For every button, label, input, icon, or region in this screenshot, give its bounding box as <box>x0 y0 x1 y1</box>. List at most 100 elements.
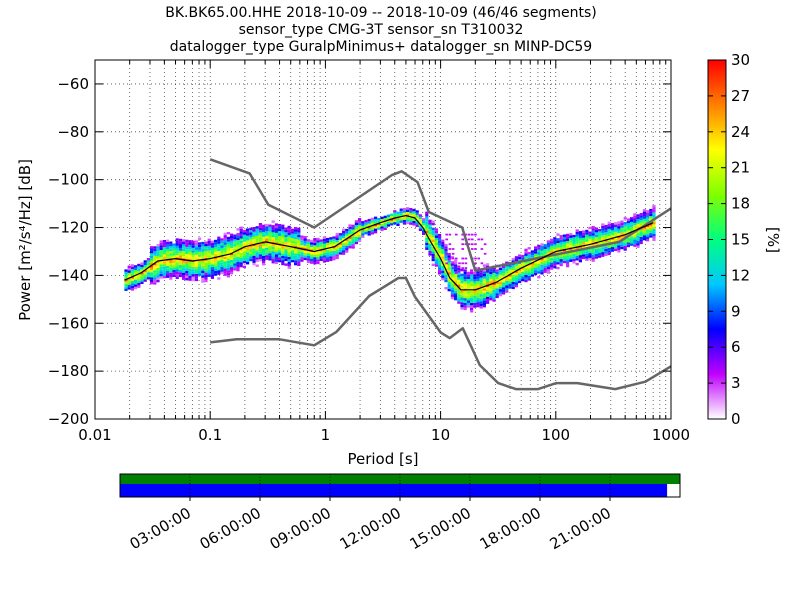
heatmap-cell <box>143 272 147 275</box>
heatmap-cell <box>521 276 525 279</box>
heatmap-cell <box>569 257 573 260</box>
heatmap-cell <box>511 279 515 282</box>
heatmap-cell <box>210 242 214 246</box>
heatmap-cell <box>290 235 294 239</box>
y-tick-label: −80 <box>57 123 89 141</box>
heatmap-cell <box>294 260 298 263</box>
heatmap-cell <box>140 279 144 282</box>
heatmap-cell <box>249 251 253 254</box>
heatmap-cell <box>338 235 342 238</box>
heatmap-cell <box>466 283 470 287</box>
heatmap-cell <box>588 238 592 242</box>
heatmap-cell <box>239 233 243 237</box>
heatmap-cell <box>383 215 387 219</box>
heatmap-cell <box>455 257 458 260</box>
heatmap-cell <box>483 243 487 246</box>
heatmap-cell <box>265 243 269 246</box>
heatmap-cell <box>316 254 320 257</box>
heatmap-cell <box>572 242 576 245</box>
heatmap-cell <box>601 247 605 250</box>
heatmap-cell <box>585 253 589 257</box>
heatmap-cell <box>464 267 468 269</box>
heatmap-cell <box>274 252 278 255</box>
heatmap-cell <box>329 244 333 247</box>
heatmap-cell <box>303 238 307 241</box>
heatmap-cell <box>239 255 243 258</box>
heatmap-cell <box>505 268 509 272</box>
heatmap-cell <box>438 241 442 244</box>
heatmap-cell <box>458 262 461 265</box>
heatmap-cell <box>463 279 467 282</box>
heatmap-cell <box>182 267 186 271</box>
heatmap-cell <box>441 277 445 281</box>
heatmap-cell <box>492 292 496 295</box>
heatmap-cell <box>255 245 259 248</box>
heatmap-cell <box>543 258 547 261</box>
heatmap-cell <box>178 241 182 244</box>
heatmap-cell <box>233 263 237 266</box>
heatmap-cell <box>156 256 160 259</box>
heatmap-cell <box>268 226 272 230</box>
heatmap-cell <box>239 250 243 253</box>
heatmap-cell <box>162 261 166 264</box>
heatmap-cell <box>214 251 218 255</box>
heatmap-cell <box>127 277 131 280</box>
heatmap-cell <box>434 230 438 234</box>
heatmap-cell <box>461 267 464 269</box>
heatmap-cell <box>610 249 614 252</box>
heatmap-cell <box>162 244 166 248</box>
heatmap-cell <box>127 270 131 273</box>
heatmap-cell <box>204 267 208 271</box>
heatmap-cell <box>492 268 496 271</box>
heatmap-cell <box>492 280 496 283</box>
heatmap-cell <box>438 269 442 273</box>
heatmap-cell <box>130 285 134 289</box>
heatmap-cell <box>444 246 448 249</box>
heatmap-cell <box>201 277 205 281</box>
heatmap-cell <box>188 271 192 274</box>
heatmap-cell <box>239 245 243 249</box>
heatmap-cell <box>342 231 346 234</box>
heatmap-cell <box>281 241 285 244</box>
heatmap-cell <box>601 225 605 229</box>
heatmap-cell <box>127 268 131 271</box>
heatmap-cell <box>546 266 550 269</box>
heatmap-cell <box>471 238 474 241</box>
heatmap-cell <box>297 263 301 266</box>
heatmap-cell <box>262 255 266 259</box>
heatmap-cell <box>505 261 509 264</box>
heatmap-cell <box>329 249 333 252</box>
heatmap-cell <box>153 275 157 278</box>
heatmap-cell <box>652 205 656 208</box>
heatmap-cell <box>361 233 365 236</box>
heatmap-cell <box>463 295 467 299</box>
heatmap-cell <box>489 269 493 272</box>
heatmap-cell <box>217 272 221 275</box>
heatmap-cell <box>319 239 323 242</box>
heatmap-cell <box>345 240 349 244</box>
heatmap-cell <box>476 292 480 296</box>
heatmap-cell <box>223 259 227 262</box>
heatmap-cell <box>434 252 438 255</box>
heatmap-cell <box>345 228 349 232</box>
heatmap-cell <box>169 270 173 273</box>
heatmap-cell <box>470 300 474 303</box>
heatmap-cell <box>633 239 637 242</box>
heatmap-cell <box>591 247 595 250</box>
heatmap-cell <box>281 250 285 254</box>
heatmap-cell <box>476 290 480 293</box>
heatmap-cell <box>319 258 323 261</box>
heatmap-cell <box>540 252 544 256</box>
heatmap-cell <box>396 221 400 224</box>
heatmap-cell <box>434 257 438 260</box>
heatmap-cell <box>175 247 179 251</box>
heatmap-cell <box>566 236 570 239</box>
heatmap-cell <box>153 282 157 285</box>
heatmap-cell <box>454 293 458 296</box>
heatmap-cell <box>498 284 502 287</box>
heatmap-cell <box>642 228 646 231</box>
heatmap-cell <box>463 305 467 308</box>
heatmap-cell <box>415 212 419 216</box>
heatmap-cell <box>482 302 486 305</box>
